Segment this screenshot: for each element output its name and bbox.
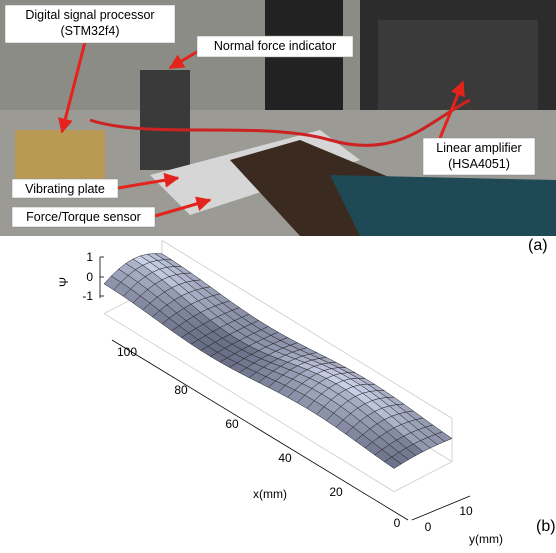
label-box: [422, 137, 536, 176]
x-tick-label: 80: [174, 383, 188, 397]
x-tick-label: 20: [329, 485, 343, 499]
arrows: [58, 41, 465, 218]
axis-box: [161, 240, 453, 419]
x-axis-label: x(mm): [253, 487, 287, 501]
photo-label: Normal force indicator: [214, 39, 336, 53]
y-axis: [411, 495, 471, 521]
z-tick-label: 0: [86, 270, 93, 284]
z-axis-label: Ψ: [57, 277, 71, 287]
photo-label: (STM32f4): [60, 24, 119, 38]
x-tick-label: 0: [394, 516, 401, 530]
label-box: [11, 206, 156, 228]
x-tick-label: 100: [117, 345, 137, 359]
photo-label: Digital signal processor: [25, 8, 154, 22]
z-tick-label: 1: [86, 250, 93, 264]
x-tick-label: 40: [278, 451, 292, 465]
panel-label: (a): [528, 237, 548, 254]
axis-box: [393, 461, 453, 492]
axis-box: [103, 313, 395, 492]
label-box: [11, 178, 119, 199]
x-axis: [111, 339, 409, 521]
photo-label: Force/Torque sensor: [26, 210, 141, 224]
y-tick-label: 0: [425, 520, 432, 534]
panel-label: (b): [536, 518, 556, 535]
photo-label: Linear amplifier: [436, 141, 521, 155]
photo-label: Vibrating plate: [25, 182, 105, 196]
photo-label: (HSA4051): [448, 157, 510, 171]
x-tick-label: 60: [225, 417, 239, 431]
label-box: [196, 35, 354, 58]
y-axis-label: y(mm): [469, 532, 503, 546]
surface-patch: [103, 275, 122, 291]
z-tick-label: -1: [82, 289, 93, 303]
label-box: [4, 4, 176, 44]
y-tick-label: 10: [459, 504, 473, 518]
